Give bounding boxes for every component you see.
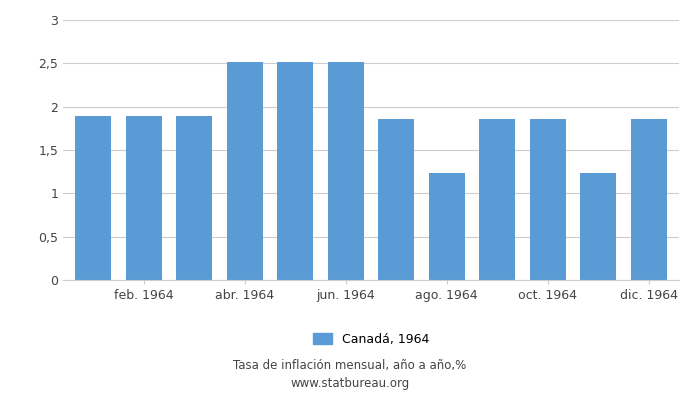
Bar: [227, 62, 263, 280]
Bar: [428, 172, 465, 280]
Bar: [125, 116, 162, 280]
Bar: [378, 119, 414, 280]
Bar: [277, 62, 314, 280]
Legend: Canadá, 1964: Canadá, 1964: [313, 333, 429, 346]
Bar: [529, 119, 566, 280]
Text: Tasa de inflación mensual, año a año,%: Tasa de inflación mensual, año a año,%: [233, 360, 467, 372]
Text: www.statbureau.org: www.statbureau.org: [290, 377, 410, 390]
Bar: [479, 119, 515, 280]
Bar: [580, 172, 617, 280]
Bar: [631, 119, 667, 280]
Bar: [328, 62, 364, 280]
Bar: [176, 116, 213, 280]
Bar: [75, 116, 111, 280]
